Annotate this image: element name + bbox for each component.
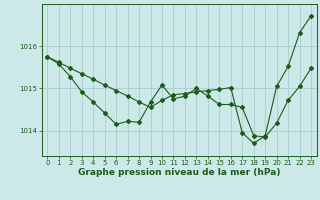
X-axis label: Graphe pression niveau de la mer (hPa): Graphe pression niveau de la mer (hPa) bbox=[78, 168, 280, 177]
